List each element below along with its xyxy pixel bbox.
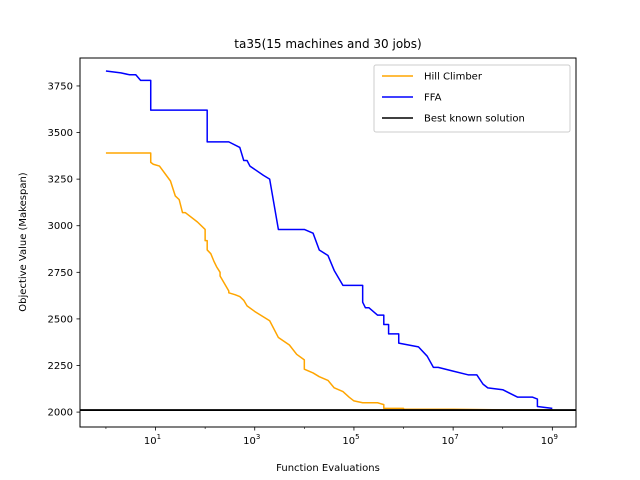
- y-tick-label: 3250: [48, 175, 73, 186]
- y-tick-label: 3500: [48, 128, 73, 139]
- y-tick-label: 3000: [48, 221, 73, 232]
- y-axis-label: Objective Value (Makespan): [18, 172, 29, 312]
- x-tick-label: 105: [342, 433, 359, 447]
- series-line-0: [105, 152, 554, 411]
- legend-label-1: FFA: [424, 93, 442, 104]
- plot-series: [80, 70, 576, 411]
- series-line-1: [105, 70, 553, 410]
- legend-box: [373, 64, 571, 133]
- x-tick-label: 101: [144, 433, 161, 447]
- y-tick-label: 3750: [48, 81, 73, 92]
- legend-label-2: Best known solution: [424, 114, 525, 125]
- plot-frame: [79, 57, 577, 428]
- x-tick-label: 107: [442, 433, 459, 447]
- y-tick-label: 2250: [48, 361, 73, 372]
- y-tick-label: 2500: [48, 314, 73, 325]
- x-tick-label: 103: [243, 433, 260, 447]
- y-tick-label: 2000: [48, 408, 73, 419]
- legend: Hill Climber FFA Best known solution: [373, 64, 571, 133]
- x-tick-label: 109: [541, 433, 558, 447]
- chart-title: ta35(15 machines and 30 jobs): [234, 37, 421, 51]
- legend-label-0: Hill Climber: [424, 72, 483, 83]
- x-axis-label: Function Evaluations: [276, 463, 380, 474]
- y-tick-label: 2750: [48, 268, 73, 279]
- axis-ticks: 101 103 105 107 109 2000 2250 2500 2750 3000 3250 3…: [48, 81, 558, 447]
